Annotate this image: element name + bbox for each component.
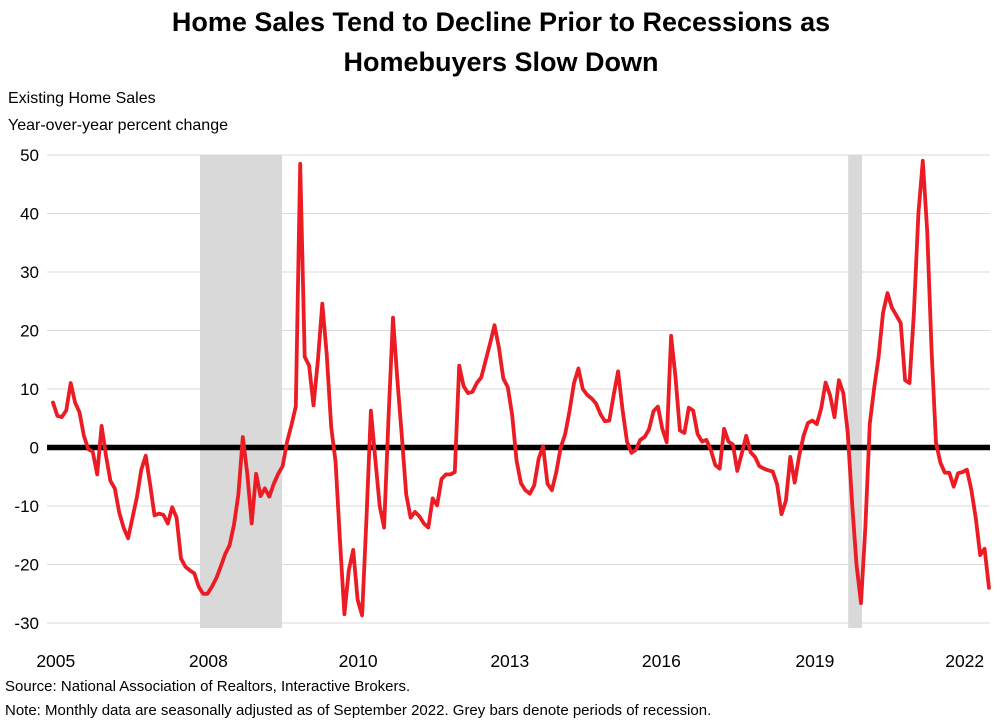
page-title: Home Sales Tend to Decline Prior to Rece… (0, 2, 1002, 82)
x-axis-tick-label: 2008 (189, 651, 228, 671)
y-axis-tick-label: 10 (20, 380, 39, 399)
existing-home-sales-line (51, 158, 991, 618)
recession-band (200, 155, 283, 628)
y-axis-tick-label: 0 (30, 439, 39, 458)
x-axis-tick-label: 2013 (490, 651, 529, 671)
y-axis-tick-label: 50 (20, 146, 39, 165)
y-axis-tick-label: -10 (14, 497, 39, 516)
x-axis-tick-label: 2019 (795, 651, 834, 671)
y-axis-tick-label: 20 (20, 322, 39, 341)
methodology-note: Note: Monthly data are seasonally adjust… (5, 701, 712, 719)
y-axis-tick-label: 30 (20, 263, 39, 282)
subtitle-units: Year-over-year percent change (8, 117, 228, 134)
y-axis-tick-label: -20 (14, 556, 39, 575)
chart-footer: Source: National Association of Realtors… (5, 675, 711, 722)
x-axis-tick-label: 2022 (945, 651, 984, 671)
y-axis-tick-label: 40 (20, 205, 39, 224)
x-axis-tick-label: 2010 (339, 651, 378, 671)
chart-subtitle: Existing Home Sales Year-over-year perce… (8, 85, 228, 139)
subtitle-series-name: Existing Home Sales (8, 90, 156, 107)
source-note: Source: National Association of Realtors… (5, 678, 411, 695)
title-line-1: Home Sales Tend to Decline Prior to Rece… (171, 7, 831, 37)
title-line-2: Homebuyers Slow Down (343, 47, 659, 77)
y-axis-tick-label: -30 (14, 614, 39, 633)
x-axis-tick-label: 2005 (36, 651, 75, 671)
x-axis-tick-label: 2016 (642, 651, 681, 671)
